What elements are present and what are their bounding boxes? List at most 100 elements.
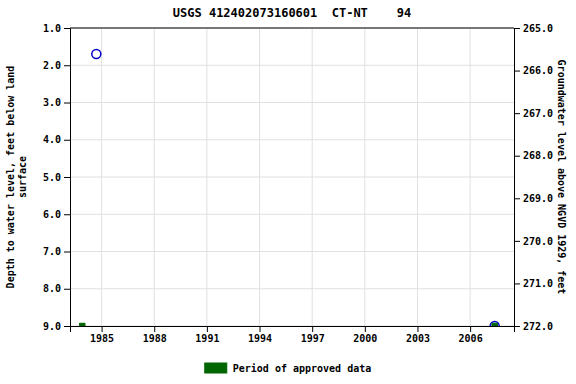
tick: 1985 (90, 326, 114, 344)
tick-mark (64, 177, 70, 178)
tick: 5.0 (43, 172, 70, 183)
tick-mark (514, 241, 520, 242)
tick: 266.0 (514, 65, 553, 76)
y-axis-title: Depth to water level, feet below landsur… (5, 66, 28, 289)
plot: 1985 1988 1991 1994 1997 2000 2003 2006 1.0 2.0 3.… (5, 23, 567, 344)
y2-axis: 272.0 271.0 270.0 269.0 268.0 267.0 266.0 265.0 (514, 23, 553, 332)
tick-label: 270.0 (523, 236, 553, 247)
tick: 1988 (143, 326, 167, 344)
tick: 2006 (459, 326, 483, 344)
tick-label: 1.0 (43, 23, 61, 34)
tick-mark (514, 198, 520, 199)
tick-label: 269.0 (523, 193, 553, 204)
grid-line (70, 139, 514, 140)
chart: 1985 1988 1991 1994 1997 2000 2003 2006 1.0 2.0 3.… (0, 0, 576, 384)
tick-mark (64, 103, 70, 104)
tick-mark (64, 28, 70, 29)
tick: 1997 (301, 326, 325, 344)
tick-label: 1994 (248, 333, 272, 344)
tick: 270.0 (514, 236, 553, 247)
tick-mark (514, 283, 520, 284)
tick-mark (514, 71, 520, 72)
tick: 6.0 (43, 209, 70, 220)
frame (70, 28, 514, 29)
tick-mark (365, 326, 366, 332)
grid-line (70, 177, 514, 178)
series (80, 323, 498, 326)
tick: 272.0 (514, 321, 553, 332)
x-axis: 1985 1988 1991 1994 1997 2000 2003 2006 (71, 326, 515, 344)
tick-mark (102, 326, 103, 332)
tick-mark (64, 326, 70, 327)
tick-mark (514, 113, 520, 114)
title: USGS 412402073160601 CT-NT 94 (173, 6, 411, 20)
axis-line (71, 327, 515, 333)
axis-line (515, 29, 521, 327)
tick: 1994 (248, 326, 272, 344)
tick-mark (154, 326, 155, 332)
square-point (492, 323, 497, 326)
tick-mark (64, 140, 70, 141)
series (92, 50, 499, 326)
tick-label: 2000 (353, 333, 377, 344)
marks (80, 50, 500, 326)
tick-label: 1997 (301, 333, 325, 344)
tick-label: 266.0 (523, 65, 553, 76)
tick-label: 268.0 (523, 150, 553, 161)
grid-line (70, 65, 514, 66)
tick-label: 265.0 (523, 23, 553, 34)
tick-mark (64, 214, 70, 215)
tick-mark (64, 65, 70, 66)
tick-mark (417, 326, 418, 332)
tick-label: 8.0 (43, 283, 61, 294)
tick: 7.0 (43, 246, 70, 257)
tick-label: 2.0 (43, 60, 61, 71)
tick-label: 9.0 (43, 321, 61, 332)
tick-mark (260, 326, 261, 332)
tick: 271.0 (514, 278, 553, 289)
legend-swatch (205, 363, 227, 373)
legend-label: Period of approved data (233, 363, 371, 374)
tick-label: 272.0 (523, 321, 553, 332)
circle-point (490, 321, 499, 326)
tick-label: 2003 (406, 333, 430, 344)
legend: Period of approved data (205, 363, 371, 374)
tick: 269.0 (514, 193, 553, 204)
tick: 1991 (195, 326, 219, 344)
square-point (80, 323, 85, 326)
tick-mark (470, 326, 471, 332)
tick-label: 7.0 (43, 246, 61, 257)
tick-label: 4.0 (43, 134, 61, 145)
grid-line (70, 102, 514, 103)
tick-label: 2006 (459, 333, 483, 344)
tick: 2.0 (43, 60, 70, 71)
tick-mark (64, 252, 70, 253)
tick-label: 1988 (143, 333, 167, 344)
tick: 2003 (406, 326, 430, 344)
tick: 8.0 (43, 283, 70, 294)
tick: 3.0 (43, 97, 70, 108)
grid-line (70, 288, 514, 289)
tick: 2000 (353, 326, 377, 344)
tick-mark (514, 326, 520, 327)
y2-axis-title: Groundwater level above NGVD 1929, feet (556, 60, 567, 295)
tick: 267.0 (514, 108, 553, 119)
tick: 4.0 (43, 134, 70, 145)
circle-point (92, 50, 101, 59)
tick: 268.0 (514, 150, 553, 161)
tick: 265.0 (514, 23, 553, 34)
grid-line (70, 28, 514, 29)
tick-label: 3.0 (43, 97, 61, 108)
grid-line (70, 251, 514, 252)
grid (70, 28, 514, 326)
axis-line (64, 29, 71, 327)
tick-label: 267.0 (523, 108, 553, 119)
y-axis: 1.0 2.0 3.0 4.0 5.0 6.0 7.0 8.0 9.0 (43, 23, 71, 332)
grid-line (70, 214, 514, 215)
tick: 1.0 (43, 23, 70, 34)
tick-mark (312, 326, 313, 332)
tick-label: 271.0 (523, 278, 553, 289)
tick-mark (514, 156, 520, 157)
tick-mark (64, 289, 70, 290)
tick-mark (514, 28, 520, 29)
